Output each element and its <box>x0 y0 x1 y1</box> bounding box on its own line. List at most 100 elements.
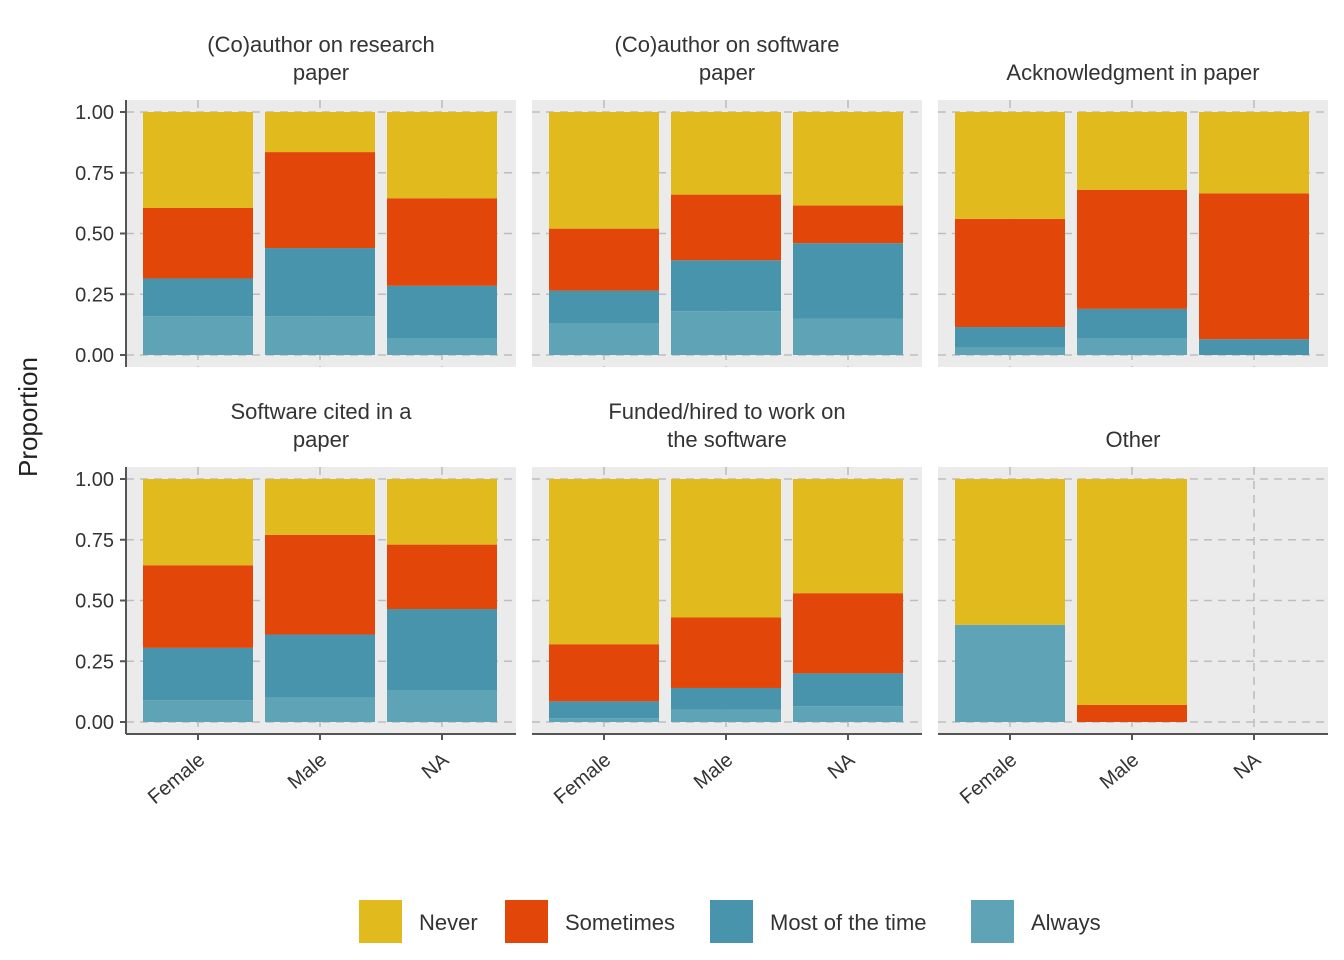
bar-segment-female-never <box>549 112 659 229</box>
panel-title-line: paper <box>293 427 349 452</box>
bar-segment-na-sometimes <box>1199 193 1309 340</box>
bar-segment-na-most-of-the-time <box>793 673 903 707</box>
bar-segment-male-always <box>265 316 375 355</box>
bar-segment-female-never <box>143 479 253 566</box>
x-tick-label-male: Male <box>1096 749 1143 794</box>
x-tick-label-male: Male <box>284 749 331 794</box>
bar-segment-female-never <box>955 479 1065 625</box>
bar-segment-female-sometimes <box>143 207 253 279</box>
bar-segment-na-most-of-the-time <box>1199 339 1309 355</box>
bar-segment-male-most-of-the-time <box>671 260 781 312</box>
y-tick-label: 0.50 <box>75 224 114 246</box>
bar-segment-male-most-of-the-time <box>265 248 375 317</box>
bar-segment-na-never <box>1199 112 1309 194</box>
x-tick-label-male: Male <box>690 749 737 794</box>
bar-segment-na-always <box>793 706 903 722</box>
bar-segment-na-always <box>793 318 903 355</box>
panel-software-cited-in-a-paper: Software cited in a paper 0.00 0.25 0.50 0.75… <box>75 399 516 809</box>
bar-segment-male-always <box>671 709 781 722</box>
bar-segment-na-never <box>793 112 903 206</box>
legend-swatch-always <box>971 900 1014 943</box>
bar-segment-male-sometimes <box>1077 189 1187 309</box>
legend-label-most-of-the-time: Most of the time <box>770 910 927 935</box>
bar-segment-female-always <box>143 700 253 722</box>
legend-item-most-of-the-time: Most of the time <box>710 900 927 943</box>
bar-segment-male-most-of-the-time <box>671 687 781 710</box>
legend-item-never: Never <box>359 900 478 943</box>
bar-segment-male-never <box>265 112 375 153</box>
legend-label-always: Always <box>1031 910 1101 935</box>
legend-swatch-most-of-the-time <box>710 900 753 943</box>
panel-title-line: Software cited in a <box>231 399 413 424</box>
x-tick-label-na: NA <box>1230 749 1266 784</box>
bar-segment-na-sometimes <box>793 205 903 244</box>
bar-segment-male-most-of-the-time <box>1077 308 1187 338</box>
bar-segment-female-always <box>955 624 1065 722</box>
bar-segment-female-always <box>549 718 659 722</box>
panel-title-line: (Co)author on research <box>207 32 434 57</box>
bar-segment-female-never <box>143 112 253 208</box>
bar-segment-female-most-of-the-time <box>549 290 659 324</box>
legend-item-sometimes: Sometimes <box>505 900 675 943</box>
bar-segment-female-sometimes <box>955 218 1065 328</box>
legend: Never Sometimes Most of the time Always <box>359 900 1101 943</box>
bar-segment-na-most-of-the-time <box>793 243 903 319</box>
y-tick-label: 0.50 <box>75 591 114 613</box>
bar-segment-na-sometimes <box>387 198 497 286</box>
bar-segment-female-never <box>549 479 659 645</box>
bar-segment-male-sometimes <box>265 534 375 635</box>
y-tick-label: 0.25 <box>75 284 114 306</box>
legend-swatch-never <box>359 900 402 943</box>
bar-segment-female-always <box>549 323 659 355</box>
bar-segment-na-never <box>793 479 903 594</box>
bar-segment-male-always <box>671 311 781 355</box>
bar-segment-male-most-of-the-time <box>265 634 375 698</box>
bar-segment-female-most-of-the-time <box>549 701 659 719</box>
bar-segment-male-sometimes <box>671 617 781 688</box>
legend-item-always: Always <box>971 900 1101 943</box>
y-tick-label: 1.00 <box>75 102 114 124</box>
bar-segment-male-never <box>671 112 781 195</box>
bar-segment-male-never <box>265 479 375 535</box>
legend-label-never: Never <box>419 910 478 935</box>
bar-segment-female-most-of-the-time <box>955 327 1065 348</box>
x-tick-label-female: Female <box>956 749 1021 809</box>
bar-segment-female-most-of-the-time <box>143 647 253 701</box>
y-tick-label: 0.00 <box>75 345 114 367</box>
panel-title-line: (Co)author on software <box>615 32 840 57</box>
y-tick-label: 1.00 <box>75 469 114 491</box>
y-tick-label: 0.25 <box>75 651 114 673</box>
bar-segment-male-always <box>265 697 375 722</box>
panel-title-line: Acknowledgment in paper <box>1006 60 1259 85</box>
bar-segment-na-sometimes <box>793 593 903 674</box>
y-tick-label: 0.75 <box>75 530 114 552</box>
bar-segment-female-always <box>955 347 1065 355</box>
bar-segment-na-always <box>387 337 497 355</box>
bar-segment-na-never <box>387 112 497 199</box>
y-tick-label: 0.75 <box>75 163 114 185</box>
panel-co-author-on-software-paper: (Co)author on software paper <box>532 32 922 367</box>
bar-segment-female-sometimes <box>549 644 659 702</box>
bar-segment-na-most-of-the-time <box>387 609 497 691</box>
panel-co-author-on-research-paper: (Co)author on research paper 0.00 0.25 0.50 0… <box>75 32 516 367</box>
bar-segment-male-never <box>1077 479 1187 705</box>
bar-segment-na-never <box>387 479 497 545</box>
panel-title-line: paper <box>699 60 755 85</box>
y-tick-label: 0.00 <box>75 712 114 734</box>
panel-title-line: the software <box>667 427 787 452</box>
bar-segment-female-sometimes <box>143 565 253 648</box>
bar-segment-female-always <box>143 316 253 355</box>
x-tick-label-na: NA <box>824 749 860 784</box>
bar-segment-na-always <box>387 690 497 722</box>
panel-acknowledgment-in-paper: Acknowledgment in paper <box>938 60 1328 367</box>
panel-title-line: Other <box>1105 427 1160 452</box>
x-tick-label-female: Female <box>144 749 209 809</box>
bar-segment-male-never <box>1077 112 1187 190</box>
y-axis-label: Proportion <box>13 357 43 477</box>
x-tick-label-female: Female <box>550 749 615 809</box>
bar-segment-na-most-of-the-time <box>387 285 497 338</box>
bar-segment-male-always <box>1077 337 1187 355</box>
bar-segment-female-most-of-the-time <box>143 278 253 317</box>
panel-funded-hired-to-work-on-the-software: Funded/hired to work on the software Femal… <box>532 399 922 809</box>
